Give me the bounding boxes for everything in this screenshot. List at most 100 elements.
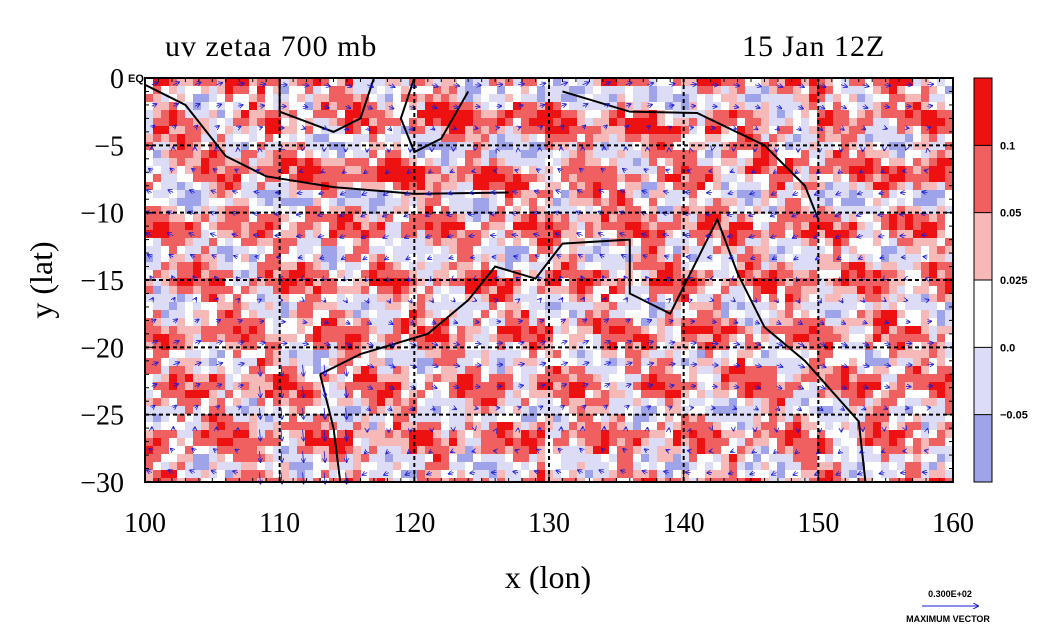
field-cell: [593, 94, 601, 102]
field-cell: [777, 174, 785, 182]
field-cell: [313, 382, 321, 390]
field-cell: [329, 414, 337, 422]
field-cell: [729, 262, 737, 270]
field-cell: [497, 470, 505, 478]
field-cell: [649, 438, 657, 446]
field-cell: [601, 438, 609, 446]
field-cell: [889, 230, 897, 238]
field-cell: [897, 366, 905, 374]
field-cell: [537, 278, 545, 286]
field-cell: [681, 294, 689, 302]
field-cell: [777, 430, 785, 438]
field-cell: [737, 166, 745, 174]
field-cell: [553, 150, 561, 158]
field-cell: [545, 430, 553, 438]
field-cell: [145, 454, 153, 462]
field-cell: [145, 462, 153, 470]
field-cell: [145, 422, 153, 430]
field-cell: [161, 358, 169, 366]
field-cell: [865, 390, 873, 398]
field-cell: [257, 406, 265, 414]
field-cell: [809, 222, 817, 230]
field-cell: [385, 446, 393, 454]
field-cell: [529, 438, 537, 446]
field-cell: [921, 374, 929, 382]
field-cell: [361, 318, 369, 326]
field-cell: [633, 150, 641, 158]
field-cell: [689, 206, 697, 214]
field-cell: [553, 182, 561, 190]
field-cell: [161, 230, 169, 238]
field-cell: [249, 126, 257, 134]
field-cell: [153, 310, 161, 318]
field-cell: [641, 262, 649, 270]
field-cell: [465, 270, 473, 278]
field-cell: [617, 358, 625, 366]
field-cell: [337, 318, 345, 326]
field-cell: [289, 118, 297, 126]
field-cell: [729, 438, 737, 446]
field-cell: [873, 430, 881, 438]
field-cell: [945, 446, 953, 454]
field-cell: [265, 470, 273, 478]
field-cell: [553, 342, 561, 350]
field-cell: [289, 342, 297, 350]
field-cell: [801, 446, 809, 454]
field-cell: [305, 110, 313, 118]
field-cell: [505, 150, 513, 158]
field-cell: [929, 462, 937, 470]
field-cell: [553, 78, 561, 86]
field-cell: [353, 462, 361, 470]
field-cell: [601, 126, 609, 134]
field-cell: [545, 422, 553, 430]
field-cell: [505, 334, 513, 342]
field-cell: [753, 430, 761, 438]
field-cell: [505, 422, 513, 430]
field-cell: [865, 446, 873, 454]
field-cell: [305, 438, 313, 446]
field-cell: [193, 334, 201, 342]
field-cell: [513, 214, 521, 222]
field-cell: [841, 334, 849, 342]
field-cell: [633, 358, 641, 366]
field-cell: [689, 158, 697, 166]
field-cell: [305, 350, 313, 358]
field-cell: [897, 302, 905, 310]
field-cell: [657, 126, 665, 134]
field-cell: [721, 126, 729, 134]
field-cell: [169, 198, 177, 206]
field-cell: [737, 254, 745, 262]
field-cell: [505, 238, 513, 246]
field-cell: [945, 230, 953, 238]
field-cell: [881, 310, 889, 318]
field-cell: [849, 422, 857, 430]
field-cell: [465, 134, 473, 142]
field-cell: [553, 406, 561, 414]
field-cell: [569, 182, 577, 190]
field-cell: [433, 198, 441, 206]
field-cell: [697, 166, 705, 174]
field-cell: [161, 214, 169, 222]
field-cell: [913, 118, 921, 126]
field-cell: [537, 310, 545, 318]
field-cell: [865, 318, 873, 326]
field-cell: [681, 326, 689, 334]
field-cell: [273, 78, 281, 86]
field-cell: [881, 190, 889, 198]
field-cell: [153, 414, 161, 422]
field-cell: [505, 454, 513, 462]
field-cell: [889, 390, 897, 398]
field-cell: [265, 158, 273, 166]
field-cell: [393, 310, 401, 318]
field-cell: [385, 470, 393, 478]
field-cell: [217, 158, 225, 166]
field-cell: [841, 366, 849, 374]
field-cell: [521, 214, 529, 222]
field-cell: [177, 78, 185, 86]
field-cell: [433, 446, 441, 454]
field-cell: [841, 206, 849, 214]
field-cell: [761, 222, 769, 230]
field-cell: [881, 198, 889, 206]
field-cell: [233, 366, 241, 374]
